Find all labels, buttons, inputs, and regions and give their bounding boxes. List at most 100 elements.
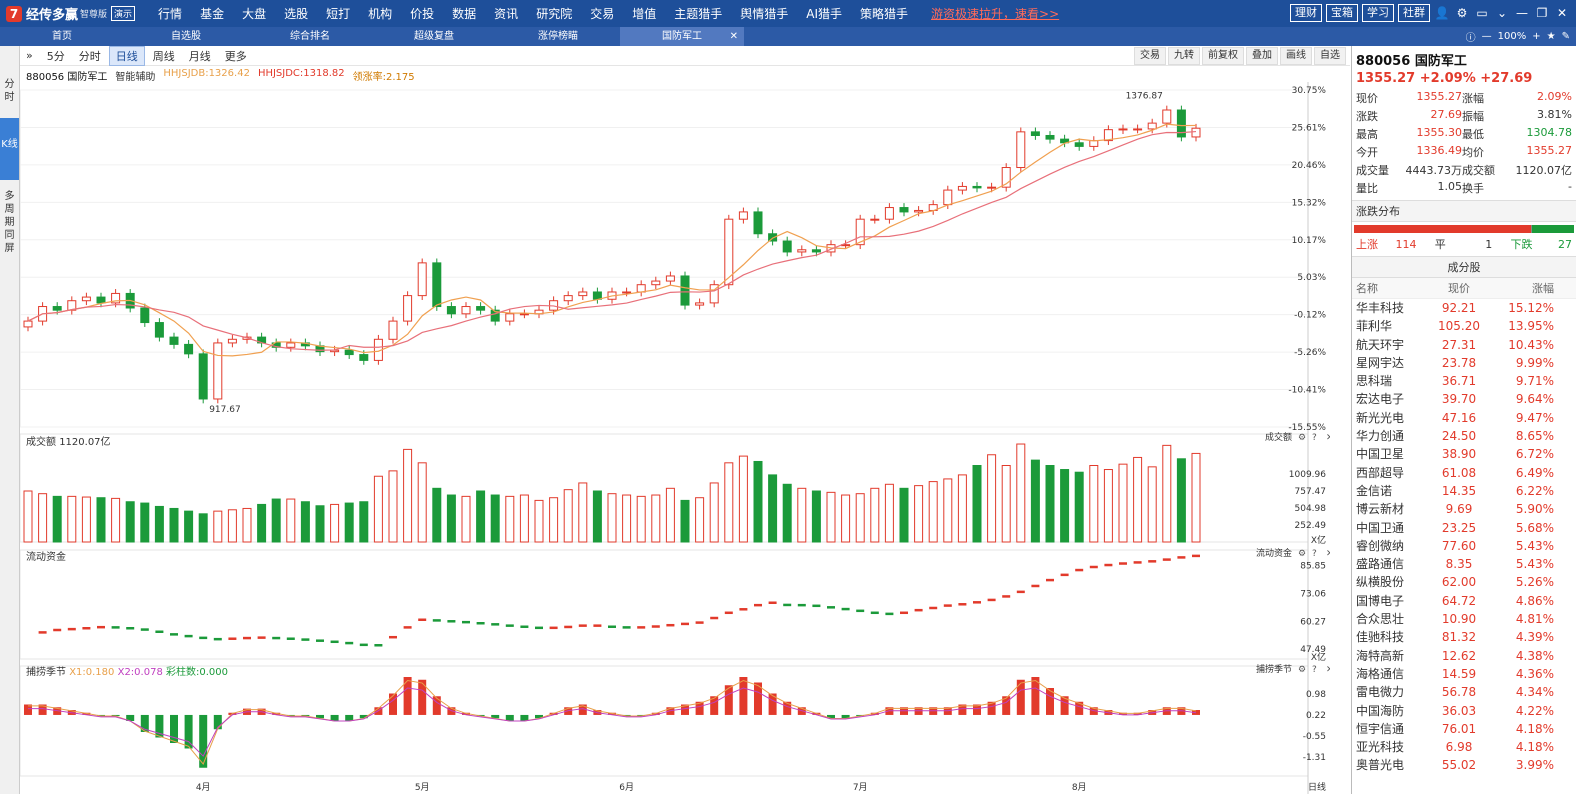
candle[interactable] — [665, 271, 675, 286]
candle[interactable] — [96, 292, 106, 308]
page-tab[interactable]: 涨停榜瞄 — [496, 27, 620, 46]
top-button[interactable]: 学习 — [1362, 4, 1394, 22]
expand-icon[interactable]: » — [26, 49, 33, 62]
candle[interactable] — [1074, 138, 1084, 151]
window-icon[interactable]: ▭ — [1476, 6, 1488, 20]
chart-tool-button[interactable]: 画线 — [1280, 47, 1312, 65]
candle[interactable] — [446, 302, 456, 319]
chart-tool-button[interactable]: 交易 — [1134, 47, 1166, 65]
restore-icon[interactable]: ❐ — [1536, 6, 1548, 20]
nav-item[interactable]: 策略猎手 — [860, 7, 909, 21]
chart-tool-button[interactable]: 九转 — [1168, 47, 1200, 65]
gear-icon[interactable]: ⚙ — [1298, 433, 1306, 443]
candle[interactable] — [67, 296, 77, 315]
candle[interactable] — [695, 298, 705, 310]
candle[interactable] — [417, 258, 427, 300]
chart-tool-button[interactable]: 前复权 — [1202, 47, 1244, 65]
nav-item[interactable]: 基金 — [200, 7, 225, 21]
candle[interactable] — [534, 305, 544, 319]
candle[interactable] — [403, 291, 413, 326]
component-row[interactable]: 奥普光电 55.02 3.99% — [1352, 756, 1576, 774]
component-row[interactable]: 盛路通信 8.35 5.43% — [1352, 555, 1576, 573]
candle[interactable] — [81, 292, 91, 306]
candle[interactable] — [257, 332, 267, 348]
close-icon[interactable]: ✕ — [1326, 433, 1330, 443]
kline-chart[interactable]: 30.75% 25.61% 20.46% 15.32% 10.17% 5.03% -0.12… — [20, 82, 1330, 794]
nav-item[interactable]: 价投 — [410, 7, 435, 21]
candle[interactable] — [23, 316, 33, 332]
component-row[interactable]: 博云新材 9.69 5.90% — [1352, 500, 1576, 518]
demo-badge[interactable]: 演示 — [111, 6, 136, 21]
candle[interactable] — [622, 287, 632, 297]
component-row[interactable]: 海格通信 14.59 4.36% — [1352, 665, 1576, 683]
period-button[interactable]: 月线 — [188, 49, 211, 63]
candle[interactable] — [1001, 163, 1011, 192]
close-icon[interactable]: ✕ — [1556, 6, 1568, 20]
candle[interactable] — [1191, 123, 1201, 142]
component-row[interactable]: 思科瑞 36.71 9.71% — [1352, 372, 1576, 390]
candle[interactable] — [636, 280, 646, 297]
candle[interactable] — [1089, 136, 1099, 151]
pin-icon[interactable]: ✎ — [1561, 31, 1570, 42]
nav-item[interactable]: 短打 — [326, 7, 351, 21]
nav-item[interactable]: 主题猎手 — [674, 7, 723, 21]
component-row[interactable]: 中国卫星 38.90 6.72% — [1352, 445, 1576, 463]
page-tab[interactable]: 国防军工 ✕ — [620, 27, 744, 46]
top-button[interactable]: 理财 — [1290, 4, 1322, 22]
candle[interactable] — [1118, 124, 1128, 135]
component-row[interactable]: 中国海防 36.03 4.22% — [1352, 702, 1576, 720]
zoom-in-icon[interactable]: + — [1532, 31, 1541, 42]
component-row[interactable]: 华力创通 24.50 8.65% — [1352, 427, 1576, 445]
zoom-out-icon[interactable]: — — [1481, 31, 1492, 42]
nav-item[interactable]: 数据 — [452, 7, 477, 21]
nav-item[interactable]: 增值 — [632, 7, 657, 21]
candle[interactable] — [490, 305, 500, 326]
candle[interactable] — [519, 309, 529, 319]
candle[interactable] — [680, 271, 690, 310]
component-row[interactable]: 星网宇达 23.78 9.99% — [1352, 354, 1576, 372]
candle[interactable] — [884, 203, 894, 224]
gear-icon[interactable]: ⚙ — [1298, 665, 1306, 675]
candle[interactable] — [1147, 118, 1157, 134]
component-row[interactable]: 雷电微力 56.78 4.34% — [1352, 683, 1576, 701]
component-row[interactable]: 佳驰科技 81.32 4.39% — [1352, 628, 1576, 646]
period-button[interactable]: 5分 — [46, 49, 65, 63]
candle[interactable] — [1045, 131, 1055, 144]
candle[interactable] — [505, 309, 515, 326]
candle[interactable] — [271, 338, 281, 352]
nav-item[interactable]: 研究院 — [536, 7, 573, 21]
view-fenshi[interactable]: 分时 — [4, 79, 15, 103]
col-price[interactable]: 现价 — [1448, 282, 1470, 295]
candle[interactable] — [899, 203, 909, 217]
candle[interactable] — [154, 318, 164, 342]
candle[interactable] — [213, 338, 223, 404]
candle[interactable] — [1133, 124, 1143, 134]
page-tab[interactable]: 超级复盘 — [372, 27, 496, 46]
nav-item[interactable]: 选股 — [284, 7, 309, 21]
view-kxian[interactable]: K线 — [0, 118, 19, 180]
collapse-icon[interactable]: ⌄ — [1496, 6, 1508, 20]
help-icon[interactable]: ? — [1312, 665, 1317, 675]
candle[interactable] — [315, 341, 325, 357]
candle[interactable] — [169, 332, 179, 349]
candle[interactable] — [914, 206, 924, 217]
close-icon[interactable]: ✕ — [1326, 665, 1330, 675]
nav-item[interactable]: 舆情猎手 — [740, 7, 789, 21]
candle[interactable] — [811, 245, 821, 257]
candle[interactable] — [563, 291, 573, 306]
component-row[interactable]: 中国卫通 23.25 5.68% — [1352, 519, 1576, 537]
candle[interactable] — [578, 287, 588, 300]
candle[interactable] — [855, 214, 865, 250]
component-row[interactable]: 航天环宇 27.31 10.43% — [1352, 336, 1576, 354]
nav-item[interactable]: 资讯 — [494, 7, 519, 21]
chart-tool-button[interactable]: 叠加 — [1246, 47, 1278, 65]
candle[interactable] — [344, 345, 354, 359]
component-row[interactable]: 合众思壮 10.90 4.81% — [1352, 610, 1576, 628]
gear-icon[interactable]: ⚙ — [1456, 6, 1468, 20]
period-button[interactable]: 周线 — [152, 49, 175, 63]
candle[interactable] — [709, 280, 719, 308]
candle[interactable] — [1103, 125, 1113, 145]
candle[interactable] — [753, 207, 763, 239]
candle[interactable] — [198, 349, 208, 404]
period-button[interactable]: 分时 — [78, 49, 101, 63]
